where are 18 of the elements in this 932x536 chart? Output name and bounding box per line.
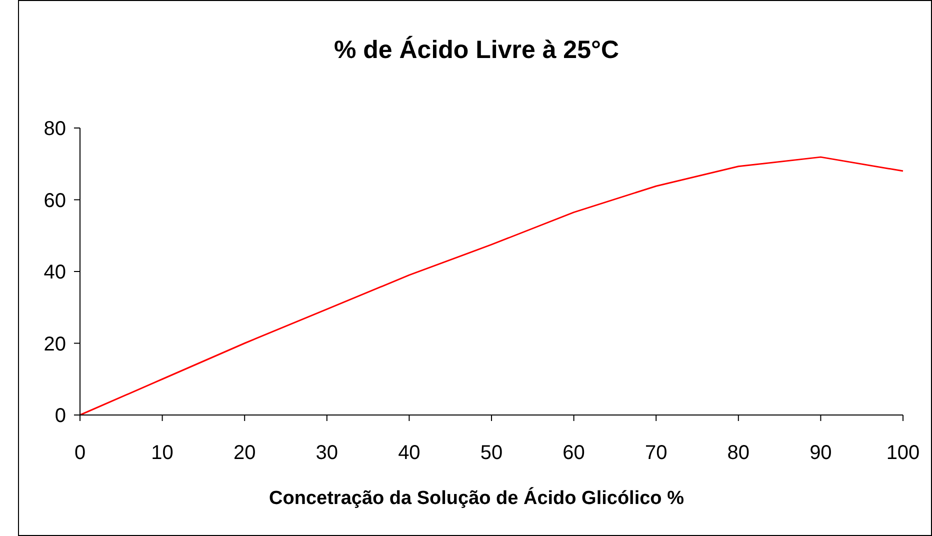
x-tick-label: 10 (151, 442, 174, 464)
x-tick-label: 50 (480, 442, 503, 464)
x-axis-title: Concetração da Solução de Ácido Glicólico % (269, 487, 684, 509)
x-tick-label: 60 (562, 442, 585, 464)
y-tick-label: 60 (44, 190, 66, 212)
x-tick-label: 70 (644, 442, 668, 464)
x-tick-label: 100 (886, 442, 920, 464)
x-tick-label: 0 (74, 442, 86, 464)
x-tick-label: 20 (233, 442, 256, 464)
x-tick-label: 90 (810, 442, 832, 464)
y-tick-label: 80 (44, 118, 66, 140)
y-tick-label: 20 (44, 333, 66, 356)
x-tick-label: 80 (727, 442, 750, 464)
y-tick-label: 40 (44, 262, 66, 284)
x-tick-label: 40 (398, 442, 420, 464)
y-tick-label: 0 (54, 405, 66, 427)
x-tick-label: 30 (316, 442, 338, 464)
chart-title: % de Ácido Livre à 25°C (334, 35, 620, 64)
